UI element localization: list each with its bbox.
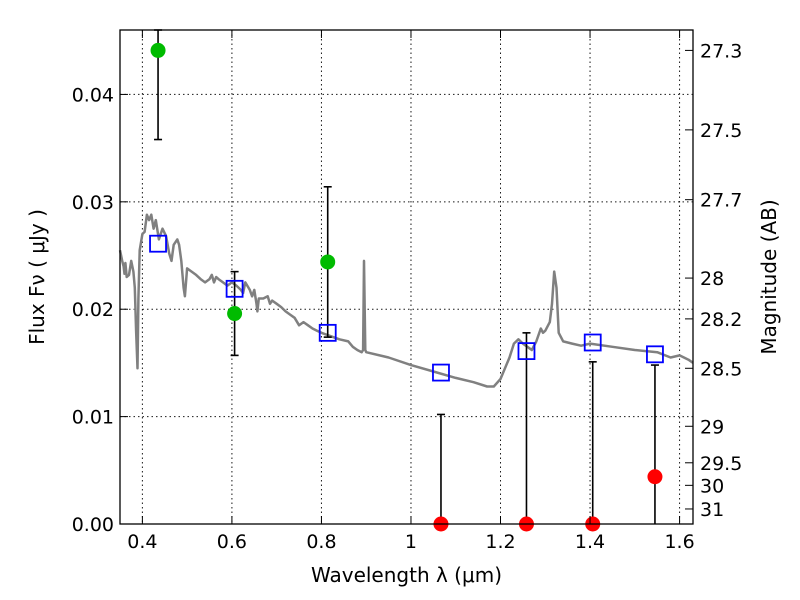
y-tick-label: 0.04 (72, 84, 114, 106)
y-axis-title: Flux Fν ( μJy ) (25, 209, 49, 345)
right-tick-label: 28.5 (700, 358, 742, 380)
y-axis-ticks: 0.00 0.01 0.02 0.03 0.04 (72, 84, 128, 536)
model-sed-line (118, 213, 694, 388)
model-photometry-point (432, 363, 450, 382)
model-photometry-point (517, 342, 536, 361)
x-axis-title: Wavelength λ (μm) (311, 563, 502, 587)
model-photometry-point (318, 323, 337, 342)
right-tick-label: 29.5 (700, 453, 742, 475)
right-tick-label: 28 (700, 268, 724, 290)
right-tick-label: 31 (700, 499, 724, 521)
x-tick-label: 1.4 (575, 531, 605, 553)
model-photometry-point (583, 333, 602, 352)
observed-detection-point (150, 42, 166, 58)
right-tick-label: 30 (700, 475, 724, 497)
x-tick-label: 0.6 (217, 531, 247, 553)
observed-detection-point (227, 306, 243, 322)
x-axis-ticks: 0.4 0.6 0.8 1 1.2 1.4 1.6 (127, 30, 695, 553)
x-tick-label: 1.6 (664, 531, 694, 553)
right-tick-label: 27.3 (700, 40, 742, 62)
right-tick-label: 29 (700, 416, 724, 438)
observed-detection-point (320, 254, 336, 270)
x-tick-label: 0.4 (127, 531, 157, 553)
model-photometry-point (225, 279, 244, 298)
y-tick-label: 0.03 (72, 192, 114, 214)
y-tick-label: 0.02 (72, 299, 114, 321)
model-photometry-markers (149, 234, 664, 382)
model-photometry-point (646, 345, 664, 364)
y-tick-label: 0.00 (72, 514, 114, 536)
y-tick-label: 0.01 (72, 407, 114, 429)
x-tick-label: 1 (405, 531, 417, 553)
model-sed-line-group (118, 213, 694, 388)
right-tick-label: 28.2 (700, 309, 742, 331)
model-photometry-point (149, 234, 167, 253)
x-tick-label: 1.2 (485, 531, 515, 553)
right-tick-label: 27.7 (700, 190, 742, 212)
right-axis-title: Magnitude (AB) (757, 199, 781, 354)
right-tick-label: 27.5 (700, 120, 742, 142)
x-tick-label: 0.8 (306, 531, 336, 553)
observed-low-sn-point (647, 469, 663, 485)
plot-frame (119, 29, 694, 525)
